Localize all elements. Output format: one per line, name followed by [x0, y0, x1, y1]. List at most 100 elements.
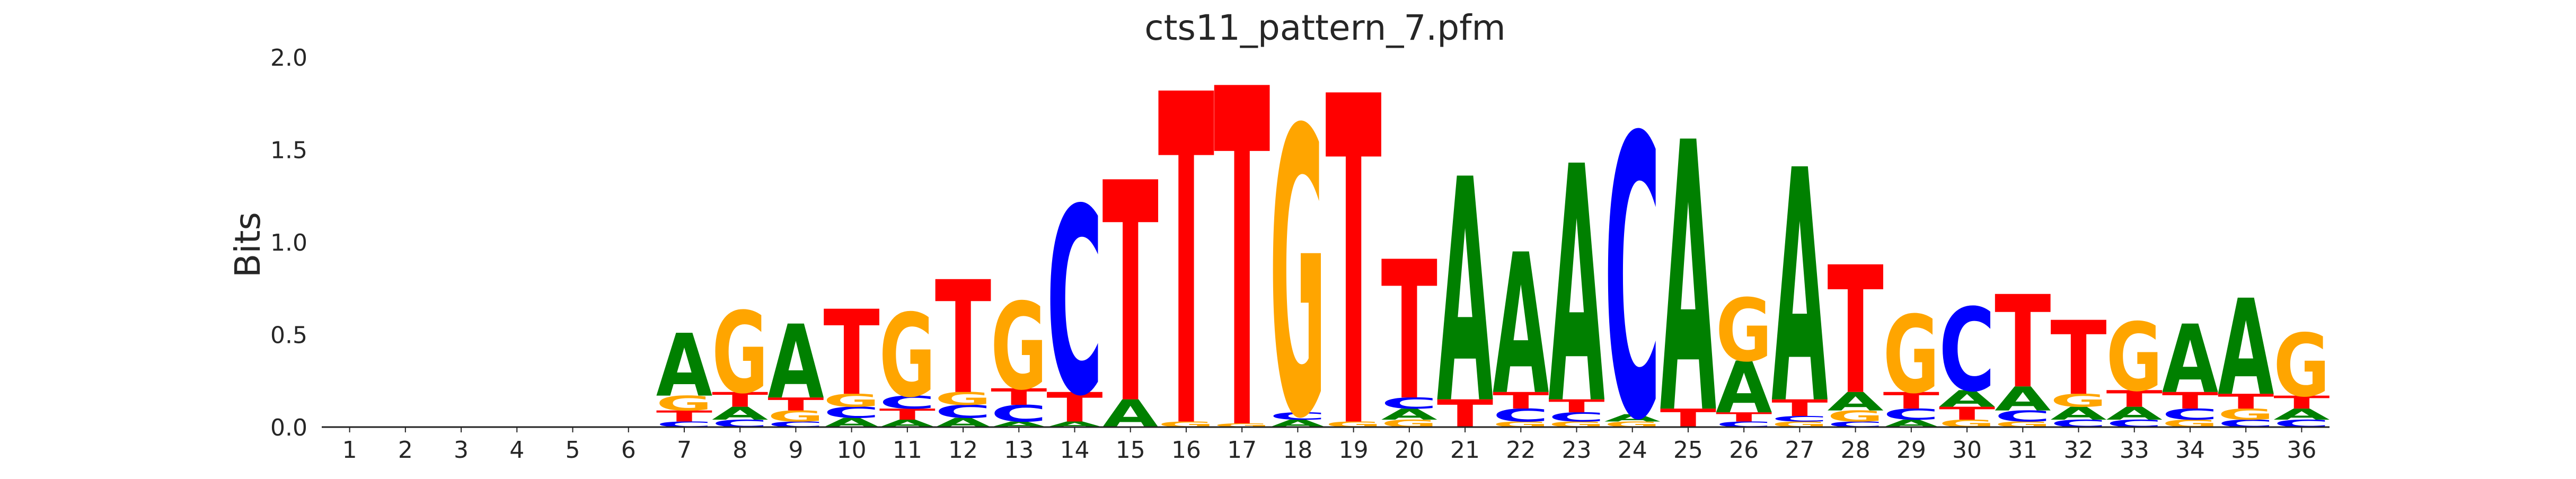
- x-tick-label-7: 7: [677, 437, 692, 464]
- logo-letter-C-pos-30: C: [1939, 285, 1995, 418]
- logo-letter-C-pos-29: C: [1883, 405, 1939, 423]
- logo-letter-A-pos-31: A: [1995, 380, 2051, 418]
- x-tick-label-6: 6: [621, 437, 636, 464]
- logo-letter-A-pos-25: A: [1660, 65, 1717, 477]
- logo-letter-T-pos-14: T: [1046, 384, 1103, 431]
- logo-letter-T-pos-29: T: [1883, 387, 1939, 414]
- x-tick-label-18: 18: [1283, 437, 1312, 464]
- x-tick-label-26: 26: [1729, 437, 1759, 464]
- chart-title: cts11_pattern_7.pfm: [1144, 7, 1505, 48]
- y-tick-label-2: 1.0: [270, 229, 307, 256]
- logo-letter-G-pos-12: G: [935, 388, 991, 409]
- logo-letter-A-pos-7: A: [656, 315, 712, 416]
- x-tick-label-30: 30: [1952, 437, 1982, 464]
- logo-letter-C-pos-13: C: [991, 401, 1047, 427]
- logo-letter-C-pos-14: C: [1046, 155, 1102, 453]
- logo-letter-C-pos-20: C: [1381, 394, 1437, 412]
- x-tick-label-17: 17: [1227, 437, 1257, 464]
- logo-letter-A-pos-34: A: [2162, 306, 2218, 415]
- logo-letter-C-pos-27: C: [1771, 414, 1828, 423]
- x-tick-label-8: 8: [733, 437, 747, 464]
- x-tick-label-13: 13: [1004, 437, 1034, 464]
- x-tick-label-10: 10: [837, 437, 867, 464]
- x-tick-label-15: 15: [1116, 437, 1145, 464]
- logo-letter-A-pos-22: A: [1493, 213, 1549, 437]
- logo-letter-G-pos-8: G: [712, 289, 768, 419]
- logo-letter-T-pos-11: T: [879, 406, 936, 423]
- logo-letter-T-pos-28: T: [1827, 229, 1884, 433]
- x-tick-label-14: 14: [1060, 437, 1090, 464]
- y-axis-ticks: 0.0 0.5 1.0 1.5 2.0: [270, 45, 307, 441]
- x-axis-ticks: 1 2 3 4 5 6 7 8 9 10 11 12 13 14 15 16 17 18 19 20 21 22 23 24 2…: [342, 427, 2316, 464]
- logo-letter-A-pos-28: A: [1827, 387, 1884, 416]
- logo-letter-T-pos-22: T: [1493, 387, 1549, 414]
- logo-letter-T-pos-27: T: [1771, 395, 1828, 421]
- logo-letter-T-pos-9: T: [767, 394, 824, 414]
- logo-letter-G-pos-18: G: [1269, 48, 1326, 477]
- x-tick-label-20: 20: [1395, 437, 1424, 464]
- x-tick-label-34: 34: [2175, 437, 2205, 464]
- y-tick-label-3: 1.5: [270, 137, 307, 164]
- logo-letter-A-pos-23: A: [1548, 98, 1605, 476]
- y-tick-label-0: 0.0: [270, 414, 307, 441]
- logo-letter-A-pos-32: A: [2050, 403, 2106, 424]
- logo-letter-C-pos-22: C: [1493, 405, 1549, 425]
- logo-letter-A-pos-9: A: [767, 304, 824, 422]
- logo-letter-A-pos-20: A: [1381, 406, 1438, 423]
- logo-letter-G-pos-33: G: [2106, 303, 2163, 413]
- logo-letter-T-pos-25: T: [1660, 404, 1717, 433]
- logo-letter-T-pos-13: T: [991, 384, 1047, 410]
- logo-letter-A-pos-30: A: [1939, 386, 1996, 412]
- logo-letter-A-pos-26: A: [1716, 347, 1772, 430]
- logo-letter-G-pos-36: G: [2273, 315, 2330, 416]
- logo-letter-A-pos-24: A: [1604, 412, 1661, 424]
- x-tick-label-5: 5: [566, 437, 580, 464]
- logo-letter-G-pos-28: G: [1827, 407, 1883, 425]
- x-tick-label-24: 24: [1618, 437, 1647, 464]
- logo-letter-A-pos-36: A: [2273, 406, 2330, 423]
- x-tick-label-1: 1: [342, 437, 357, 464]
- x-tick-label-19: 19: [1339, 437, 1369, 464]
- logo-letter-C-pos-10: C: [823, 404, 879, 422]
- x-tick-label-29: 29: [1896, 437, 1926, 464]
- x-tick-label-11: 11: [893, 437, 922, 464]
- logo-letter-C-pos-24: C: [1604, 56, 1661, 477]
- logo-letter-T-pos-7: T: [656, 407, 712, 425]
- x-tick-label-21: 21: [1450, 437, 1480, 464]
- x-tick-label-28: 28: [1841, 437, 1871, 464]
- x-tick-label-12: 12: [948, 437, 978, 464]
- logo-letter-C-pos-12: C: [935, 401, 991, 422]
- logo-letter-G-pos-26: G: [1716, 280, 1772, 381]
- logo-letter-C-pos-34: C: [2162, 405, 2218, 423]
- y-tick-label-4: 2.0: [270, 45, 307, 72]
- logo-letter-T-pos-30: T: [1939, 403, 1995, 424]
- logo-letter-T-pos-36: T: [2273, 392, 2330, 413]
- logo-letter-A-pos-8: A: [712, 403, 768, 424]
- y-axis-label: Bits: [227, 212, 268, 278]
- logo-letter-G-pos-13: G: [991, 279, 1047, 417]
- x-tick-label-35: 35: [2231, 437, 2261, 464]
- logo-letter-T-pos-16: T: [1158, 1, 1215, 477]
- x-tick-label-4: 4: [509, 437, 524, 464]
- logo-letter-T-pos-35: T: [2218, 390, 2274, 414]
- logo-letter-G-pos-17: G: [1214, 422, 1270, 428]
- logo-letter-T-pos-32: T: [2050, 300, 2106, 419]
- logo-letter-G-pos-7: G: [656, 392, 712, 415]
- logo-letter-G-pos-29: G: [1883, 293, 1939, 417]
- x-tick-label-27: 27: [1785, 437, 1814, 464]
- logo-letter-T-pos-26: T: [1716, 410, 1772, 424]
- x-tick-label-32: 32: [2064, 437, 2094, 464]
- logo-letter-T-pos-33: T: [2106, 386, 2163, 412]
- x-tick-label-9: 9: [788, 437, 803, 464]
- logo-letter-T-pos-17: T: [1214, 0, 1271, 477]
- logo-letter-A-pos-27: A: [1771, 103, 1828, 475]
- logo-letter-T-pos-12: T: [935, 249, 991, 429]
- logo-letter-T-pos-23: T: [1548, 396, 1604, 416]
- logo-letter-A-pos-15: A: [1102, 392, 1159, 436]
- logo-letter-C-pos-31: C: [1995, 407, 2051, 425]
- x-tick-label-33: 33: [2120, 437, 2149, 464]
- x-tick-label-31: 31: [2008, 437, 2037, 464]
- logo-letter-C-pos-18: C: [1269, 410, 1326, 422]
- x-tick-label-36: 36: [2287, 437, 2316, 464]
